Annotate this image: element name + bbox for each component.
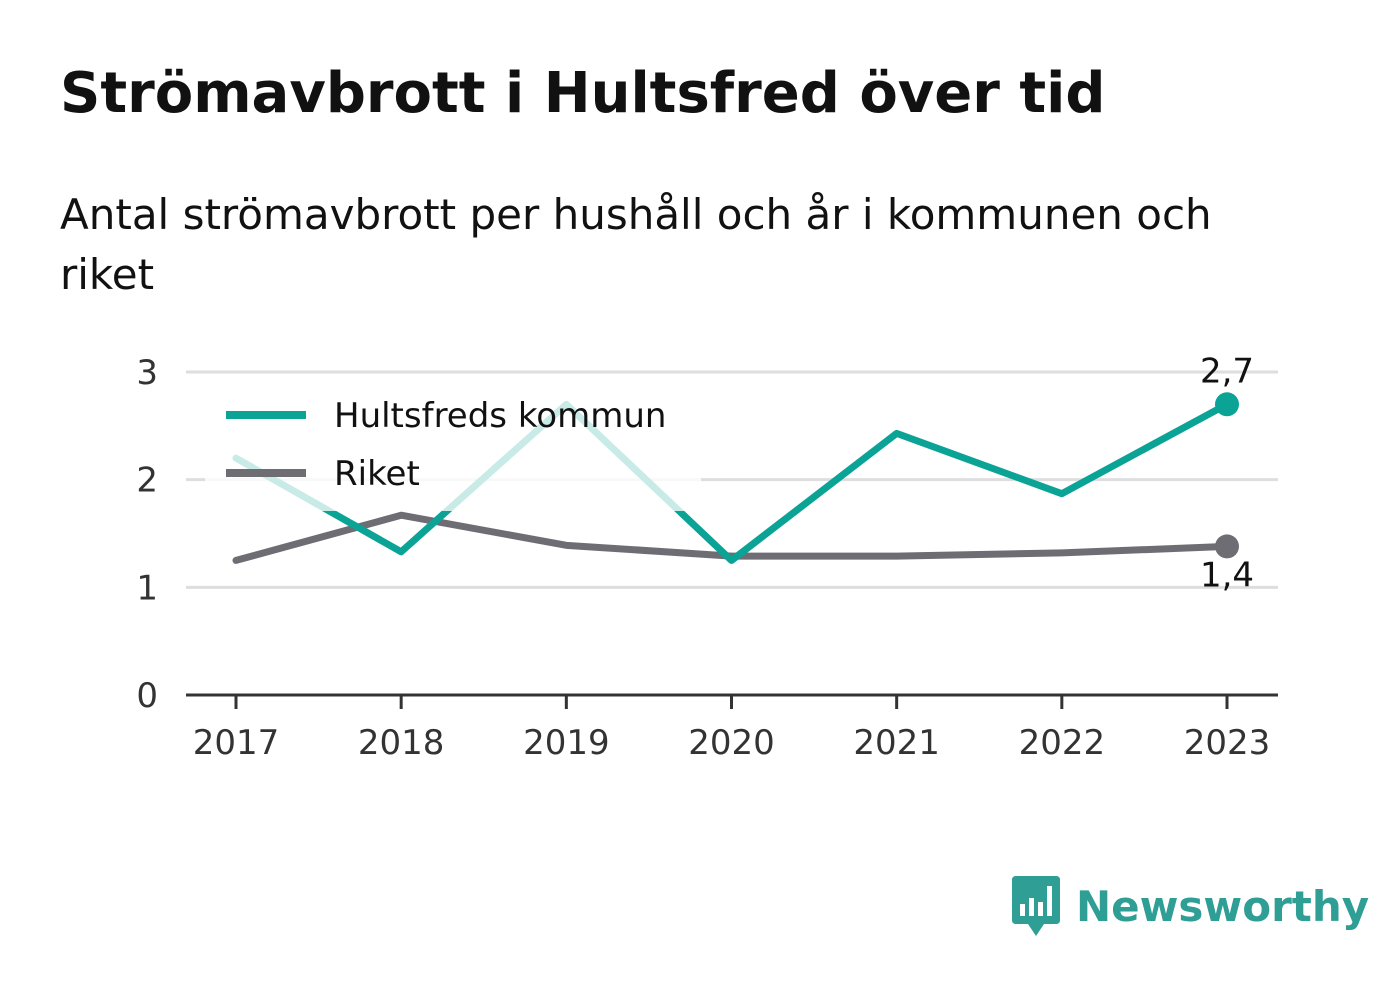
series-line	[232, 400, 1231, 564]
end-value-label: 2,7	[1200, 351, 1254, 391]
chart-subtitle: Antal strömavbrott per hushåll och år i …	[60, 190, 1212, 299]
legend-label: Riket	[334, 454, 420, 494]
newsworthy-logo: Newsworthy	[1010, 876, 1369, 938]
chart-title: Strömavbrott i Hultsfred över tid	[60, 61, 1106, 126]
end-value-label: 1,4	[1200, 555, 1254, 595]
y-tick-label: 2	[136, 461, 158, 501]
legend-background	[205, 385, 701, 511]
x-tick-label: 2023	[1184, 723, 1271, 763]
end-point-marker	[1215, 392, 1239, 417]
y-tick-label: 1	[136, 568, 158, 608]
bar-chart-speech-bubble-icon	[1012, 876, 1060, 936]
data-point	[236, 560, 237, 561]
x-tick-label: 2019	[523, 723, 610, 763]
y-tick-label: 0	[136, 676, 158, 716]
end-point-marker	[1215, 534, 1239, 559]
brand-name: Newsworthy	[1076, 882, 1370, 931]
data-point	[566, 545, 567, 546]
x-tick-label: 2018	[358, 723, 445, 763]
data-point	[401, 515, 402, 516]
x-tick-label: 2021	[853, 723, 940, 763]
data-point	[1061, 552, 1062, 553]
legend-label: Hultsfreds kommun	[334, 396, 666, 436]
data-point	[731, 560, 732, 561]
data-point	[896, 433, 897, 434]
x-tick-label: 2022	[1019, 723, 1106, 763]
y-tick-label: 3	[136, 353, 158, 393]
x-tick-label: 2017	[193, 723, 280, 763]
series-line	[232, 511, 1231, 564]
x-tick-label: 2020	[688, 723, 775, 763]
data-point	[896, 556, 897, 557]
data-point	[401, 551, 402, 552]
data-point	[1061, 493, 1062, 494]
